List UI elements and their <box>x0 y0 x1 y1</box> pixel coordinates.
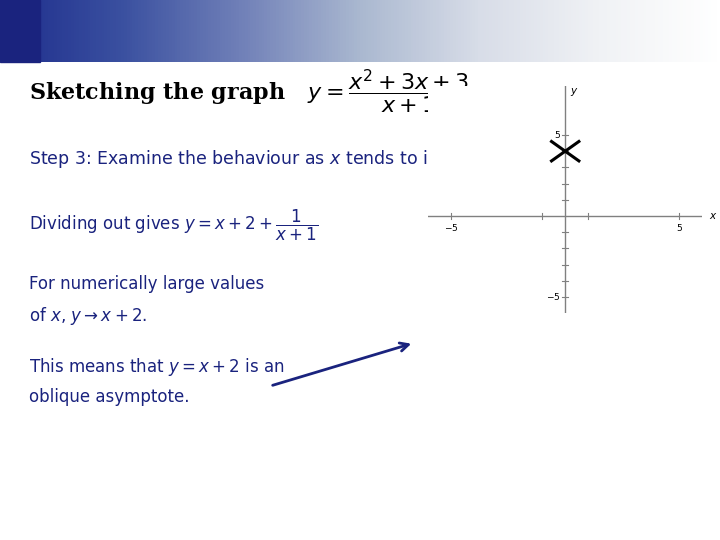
Text: Step 3: Examine the behaviour as $x$ tends to infinity: Step 3: Examine the behaviour as $x$ ten… <box>29 148 483 171</box>
Text: $-5$: $-5$ <box>546 292 561 302</box>
Text: $5$: $5$ <box>675 221 683 233</box>
Text: $-5$: $-5$ <box>444 221 459 233</box>
Text: $y$: $y$ <box>570 86 578 98</box>
Text: This means that $y = x + 2$ is an
oblique asymptote.: This means that $y = x + 2$ is an obliqu… <box>29 356 284 406</box>
Text: Dividing out gives $y = x + 2 + \dfrac{1}{x+1}$: Dividing out gives $y = x + 2 + \dfrac{1… <box>29 208 318 243</box>
Text: $x$: $x$ <box>708 211 717 221</box>
Text: $5$: $5$ <box>554 130 561 140</box>
Text: Sketching the graph   $y = \dfrac{x^2+3x+3}{x+1}$: Sketching the graph $y = \dfrac{x^2+3x+3… <box>29 68 471 116</box>
Bar <box>0 0 40 62</box>
Text: For numerically large values
of $x$, $y \rightarrow x + 2$.: For numerically large values of $x$, $y … <box>29 275 264 327</box>
